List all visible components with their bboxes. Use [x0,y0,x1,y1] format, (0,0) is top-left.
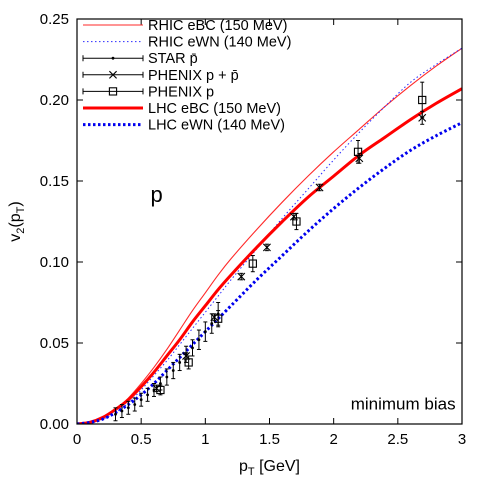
legend-entry-4: PHENIX p [82,84,214,100]
data-point [114,412,117,416]
series-points-2 [113,302,221,422]
y-tick-label: 0.25 [40,11,69,28]
data-point [184,358,193,367]
data-point [156,385,165,395]
data-point [248,259,257,268]
y-axis-label-close: ) [7,201,24,206]
legend-entry-3: PHENIX p + p̄ [82,68,239,84]
data-point [315,183,324,192]
legend-label: PHENIX p [148,84,214,100]
legend-label: STAR p̄ [148,51,198,67]
data-point [262,243,271,252]
x-tick-label: 3 [458,431,466,448]
y-tick-label: 0.20 [40,92,69,109]
legend-entry-0: RHIC eBC (150 MeV) [83,18,287,34]
data-point [165,375,169,379]
data-point [203,330,207,334]
data-point [120,409,124,413]
data-point [133,403,137,406]
legend-entry-2: STAR p̄ [82,51,198,67]
legend-marker [111,56,115,60]
x-axis-label-sub: T [248,466,255,478]
x-tick-label: 2 [329,431,337,448]
legend-marker [108,87,118,96]
y-axis-label-sub: 2 [15,228,27,234]
data-point [178,361,182,364]
data-point [418,95,427,105]
legend-label: RHIC eBC (150 MeV) [148,18,287,34]
y-axis-label: v2(pT) [7,201,27,241]
legend-label: LHC eBC (150 MeV) [148,101,281,117]
series-line-5 [77,87,462,424]
x-tick-label: 1.5 [259,431,280,448]
legend: RHIC eBC (150 MeV)RHIC eWN (140 MeV)STAR… [82,18,291,134]
data-point [171,369,175,372]
y-axis-label-main: v [7,234,24,242]
points-layer [113,81,427,422]
y-tick-label: 0.10 [40,254,69,271]
y-tick-label: 0.15 [40,173,69,190]
y-tick-label: 0.05 [40,335,69,352]
data-point [210,322,214,325]
x-tick-label: 0.5 [131,431,152,448]
legend-entry-5: LHC eBC (150 MeV) [83,101,281,117]
data-point [237,272,246,281]
legend-entry-1: RHIC eWN (140 MeV) [83,35,291,51]
x-tick-label: 1 [201,431,209,448]
series-points-4 [156,81,427,396]
x-axis-label: pT [GeV] [239,458,300,478]
x-axis-label-main: p [239,458,248,475]
legend-label: LHC eWN (140 MeV) [148,118,285,134]
plot-frame [76,18,463,425]
y-axis-label-arg-sub: T [15,206,27,213]
series-points-3 [152,110,427,393]
data-point [214,314,223,323]
data-point [139,398,143,402]
series-line-6 [77,121,462,424]
data-point [126,406,130,410]
x-tick-label: 2.5 [387,431,408,448]
legend-entry-6: LHC eWN (140 MeV) [83,118,285,134]
data-point [191,346,194,350]
annotation-centrality-label: minimum bias [351,394,456,413]
y-axis-label-open: (p [7,213,24,227]
data-point [159,382,162,385]
annotation-particle-label: p [150,182,162,207]
legend-label: PHENIX p + p̄ [148,68,239,84]
data-point [197,338,201,342]
x-axis-label-unit: [GeV] [255,458,300,475]
data-point [353,147,363,156]
data-point [292,217,301,226]
legend-label: RHIC eWN (140 MeV) [148,35,291,51]
ticks-layer: 0 0.5 1 1.5 2 2.5 3 0.00 0.05 0.10 0.15 0.20 0.25 [40,11,466,448]
y-tick-label: 0.00 [40,416,69,433]
x-tick-label: 0 [73,431,81,448]
data-point [146,393,149,397]
legend-marker [109,70,117,79]
